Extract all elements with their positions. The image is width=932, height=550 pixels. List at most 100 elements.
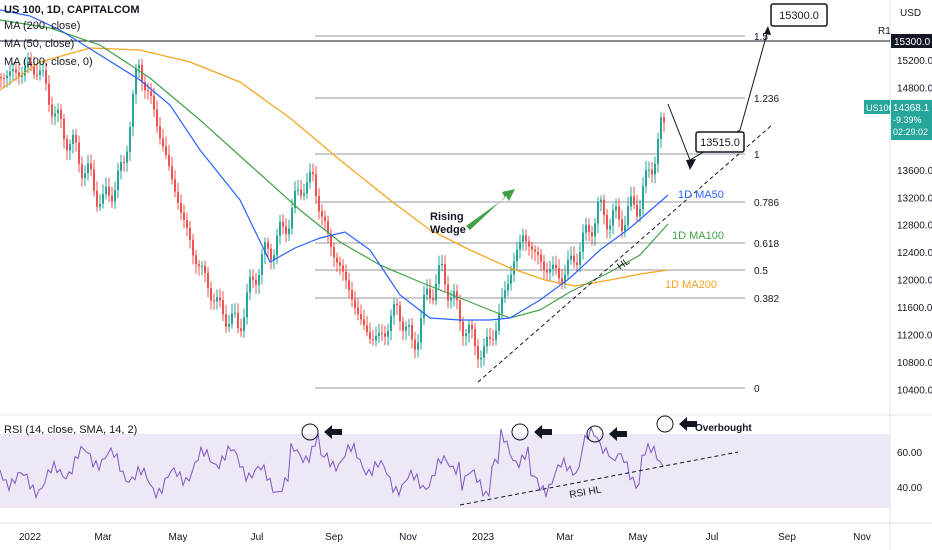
candle-body [486,336,488,347]
candle-body [462,321,464,337]
rising-wedge-label-2: Wedge [430,224,466,236]
fib-label: 0 [754,384,760,395]
candle-body [597,201,599,224]
time-tick: Jul [251,532,264,543]
candle-body [438,265,440,284]
candle-body [579,251,581,265]
green-up-arrow [466,189,515,230]
candle-body [207,272,209,289]
candle-body [363,319,365,326]
candle-body [633,196,635,205]
candle-body [381,332,383,334]
candle-body [531,246,533,250]
wedge-support-line [477,124,773,383]
projection-arrow-down [686,159,696,170]
candle-body [492,339,494,341]
candle-body [378,332,380,336]
time-tick: Nov [853,532,871,543]
candle-body [480,357,482,360]
candle-body [561,278,563,285]
candle-body [513,261,515,275]
candle-body [105,186,107,195]
candle-body [42,70,44,72]
candle-body [303,193,305,196]
price-tick: 13200.0 [897,193,932,204]
candle-body [330,233,332,247]
candle-body [6,75,8,79]
candle-body [477,346,479,360]
candle-body [453,291,455,298]
candle-body [582,232,584,252]
candle-body [87,163,89,174]
price-tick: 15200.0 [897,56,932,67]
candle-body [498,313,500,331]
candle-body [369,332,371,340]
candle-body [657,138,659,164]
rsi-markers [301,415,697,443]
candle-body [180,202,182,213]
candle-body [45,70,47,84]
time-tick: Sep [325,532,343,543]
rsi-circle [301,423,319,441]
price-tick: 11200.0 [897,331,932,342]
candle-body [174,179,176,192]
candle-body [594,223,596,237]
candle-body [18,72,20,77]
candle-body [534,249,536,252]
candle-body [420,318,422,343]
time-tick: May [169,532,188,543]
projection-arrow-up [764,26,771,35]
price-tick: 11600.0 [897,303,932,314]
candle-body [231,313,233,325]
fib-label: 1 [754,150,760,161]
candle-body [390,315,392,332]
candle-body [186,220,188,228]
rsi-circle [586,425,604,443]
candle-body [162,138,164,147]
time-tick: Sep [778,532,796,543]
candle-body [237,312,239,329]
r1-price-text: 15300.0 [894,37,931,48]
candle-body [66,139,68,151]
candle-body [336,257,338,263]
candle-body [357,307,359,314]
candle-body [612,210,614,226]
candle-body [150,91,152,96]
fib-label: 0.382 [754,294,779,305]
candle-body [219,297,221,301]
target-box-high: 15300.0 [770,3,828,27]
rsi-tick-40: 40.00 [897,483,922,494]
rsi-line [0,425,664,500]
candle-body [450,297,452,301]
candle-body [270,248,272,260]
candle-body [483,346,485,358]
candle-body [276,235,278,256]
candle-body [210,288,212,301]
time-tick: Jul [706,532,719,543]
time-tick: Mar [556,532,574,543]
candle-body [327,221,329,234]
candle-body [456,291,458,301]
candle-body [558,268,560,279]
candle-body [234,312,236,314]
candle-body [660,117,662,139]
candle-body [9,71,11,76]
candle-body [153,95,155,110]
candle-body [555,264,557,269]
candle-body [648,169,650,171]
fib-label: 0.786 [754,198,779,209]
candle-body [522,235,524,242]
price-tick: 12000.0 [897,276,932,287]
candle-body [651,169,653,175]
candle-body [120,162,122,171]
price-panel [0,0,890,415]
time-tick: Mar [94,532,112,543]
fib-label: 1.236 [754,94,779,105]
fib-retracement: 1.5 1.236 1 0.786 0.618 0.5 0.382 0 [315,32,779,395]
candle-body [60,109,62,119]
price-axis: 15200.014800.014400.013600.013200.012800… [897,56,932,396]
candle-body [609,225,611,230]
overbought-annotation: Overbought [695,423,752,434]
candle-body [465,333,467,337]
candle-body [90,163,92,170]
